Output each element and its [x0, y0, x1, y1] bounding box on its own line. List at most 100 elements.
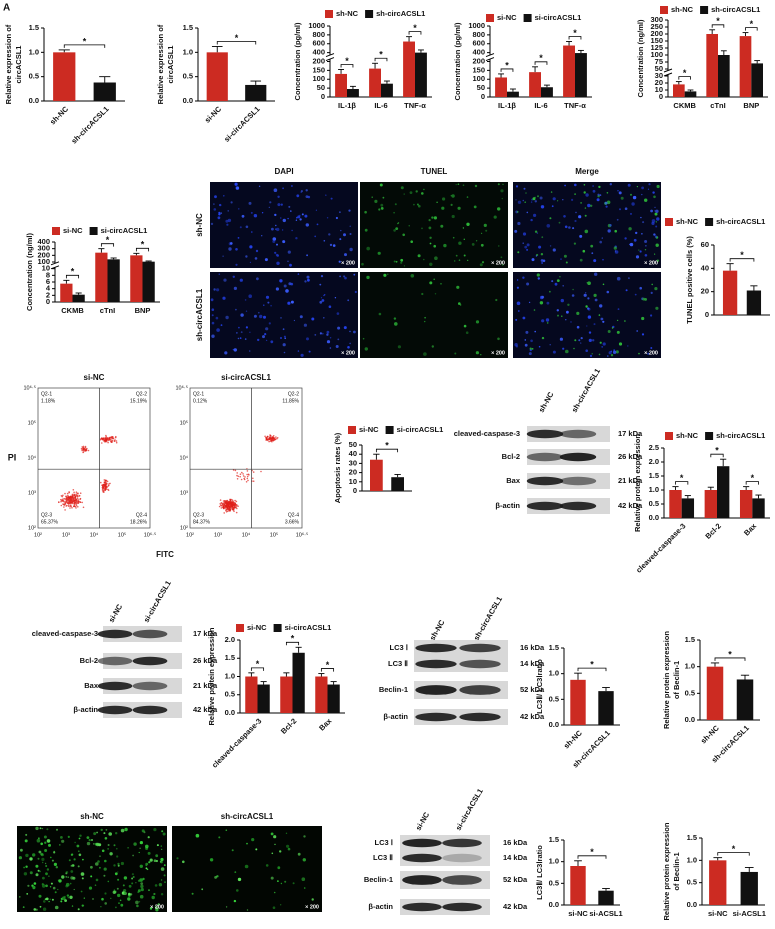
y-tick-label: 50 — [655, 64, 663, 73]
cell-signal — [151, 895, 155, 900]
cell-signal — [654, 210, 656, 212]
cell-signal — [602, 342, 606, 346]
image-title: sh-circACSL1 — [221, 812, 274, 821]
bar — [751, 63, 763, 97]
event-dot — [272, 439, 275, 442]
cell-signal — [262, 335, 265, 339]
cell-signal — [423, 188, 425, 191]
cell-signal — [131, 873, 134, 876]
bar — [541, 87, 553, 97]
y-tick-label: 0.0 — [549, 900, 559, 909]
cell-signal — [440, 224, 444, 228]
x-tick-label: cTnI — [710, 101, 725, 110]
cell-signal — [276, 261, 280, 265]
blot-band — [559, 452, 597, 462]
cell-signal — [576, 325, 580, 329]
cell-signal — [366, 275, 370, 280]
cell-signal — [282, 343, 286, 347]
cell-signal — [100, 828, 103, 832]
cell-signal — [283, 335, 286, 338]
y-tick-label: 10² — [28, 525, 36, 531]
blot-band — [459, 643, 501, 653]
cell-signal — [628, 227, 632, 231]
cell-signal — [251, 231, 253, 233]
cell-signal — [273, 188, 278, 192]
cell-signal — [634, 293, 637, 296]
cell-signal — [336, 312, 340, 315]
cell-signal — [348, 209, 351, 212]
cell-signal — [539, 301, 544, 305]
panel-label: A — [3, 3, 10, 14]
bar — [706, 666, 724, 720]
cell-signal — [451, 194, 455, 198]
legend-swatch — [52, 227, 60, 235]
cell-signal — [214, 876, 218, 879]
cell-signal — [45, 897, 49, 901]
cell-signal — [93, 843, 95, 845]
cell-signal — [223, 278, 227, 282]
legend-swatch — [385, 426, 394, 434]
cell-signal — [454, 260, 456, 262]
cell-signal — [113, 844, 116, 847]
cell-signal — [20, 848, 23, 852]
cell-signal — [481, 232, 483, 234]
cell-signal — [410, 274, 415, 278]
cell-signal — [541, 236, 544, 239]
event-dot — [275, 436, 277, 438]
cell-signal — [533, 309, 536, 311]
cell-signal — [500, 256, 503, 259]
cell-signal — [296, 194, 300, 198]
event-dot — [101, 438, 104, 441]
legend-label: sh-circACSL1 — [716, 217, 765, 226]
cell-signal — [235, 308, 237, 311]
cell-signal — [574, 219, 577, 223]
cell-signal — [160, 893, 164, 896]
cell-signal — [450, 203, 453, 206]
event-dot — [74, 505, 77, 508]
cell-signal — [277, 880, 279, 882]
cell-signal — [572, 227, 575, 230]
cell-signal — [462, 227, 465, 229]
event-dot — [107, 441, 109, 444]
event-dot — [84, 450, 86, 452]
cell-signal — [515, 199, 517, 201]
cell-signal — [88, 839, 91, 842]
cell-signal — [236, 889, 239, 892]
significance-bracket — [65, 274, 80, 279]
cell-signal — [240, 313, 244, 317]
cell-signal — [64, 899, 67, 902]
cell-signal — [263, 315, 266, 319]
cell-signal — [654, 212, 658, 216]
cell-signal — [233, 286, 237, 290]
protein-label: β-actin — [73, 705, 98, 714]
cell-signal — [27, 884, 30, 887]
cell-signal — [293, 319, 295, 322]
cell-signal — [583, 191, 586, 194]
cell-signal — [587, 281, 591, 286]
protein-label: Bax — [84, 681, 99, 690]
significance-star: * — [141, 240, 145, 250]
y-tick-label: 300 — [650, 15, 663, 24]
cell-signal — [145, 867, 148, 870]
blot-band — [97, 705, 133, 715]
cell-signal — [467, 259, 469, 261]
event-dot — [111, 435, 113, 438]
cell-signal — [575, 211, 577, 214]
event-dot — [236, 504, 238, 507]
axis-break — [50, 261, 60, 266]
cell-signal — [463, 238, 465, 240]
cell-signal — [428, 226, 432, 230]
cell-signal — [599, 194, 602, 197]
y-tick-label: 0.0 — [649, 513, 659, 522]
cell-signal — [250, 211, 253, 214]
cell-signal — [123, 876, 128, 880]
cell-signal — [347, 346, 350, 349]
event-dot — [64, 492, 66, 495]
cell-signal — [431, 345, 434, 348]
micrograph — [513, 272, 661, 358]
event-dot — [69, 502, 72, 504]
cell-signal — [73, 858, 76, 861]
cell-signal — [536, 232, 539, 234]
cell-signal — [139, 864, 143, 868]
cell-signal — [606, 200, 611, 205]
